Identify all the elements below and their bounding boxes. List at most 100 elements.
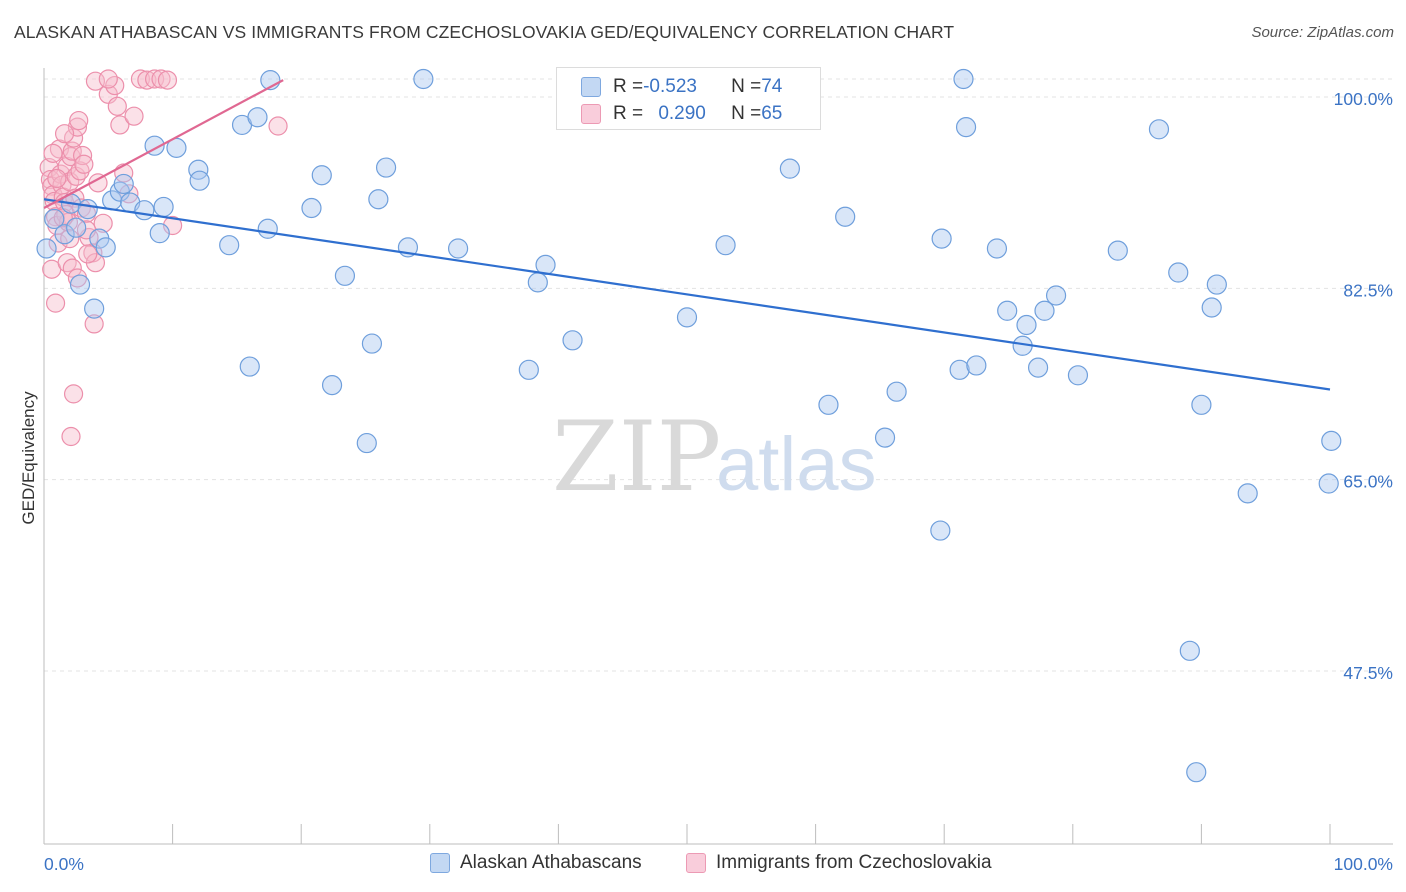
data-point-pink xyxy=(57,253,77,273)
data-point-blue xyxy=(955,117,977,138)
data-point-blue xyxy=(835,206,856,227)
data-point-blue xyxy=(874,427,896,448)
data-point-blue xyxy=(77,199,98,220)
data-point-blue xyxy=(886,381,907,402)
data-point-blue xyxy=(1168,262,1189,283)
data-point-pink xyxy=(54,124,75,144)
data-point-blue xyxy=(986,238,1008,259)
source-label: Source: ZipAtlas.com xyxy=(1251,24,1394,41)
data-point-blue xyxy=(54,224,75,245)
data-point-blue xyxy=(321,375,343,396)
data-point-blue xyxy=(149,223,170,244)
data-point-blue xyxy=(949,359,970,380)
data-point-blue xyxy=(1045,285,1067,306)
data-point-blue xyxy=(1186,762,1207,783)
data-point-blue xyxy=(134,200,155,221)
data-point-blue xyxy=(997,300,1018,321)
chart-title: ALASKAN ATHABASCAN VS IMMIGRANTS FROM CZ… xyxy=(14,22,955,42)
data-point-blue xyxy=(1206,274,1227,295)
data-point-blue xyxy=(334,265,356,286)
data-point-blue xyxy=(36,238,57,259)
data-point-blue xyxy=(953,68,974,90)
data-point-blue xyxy=(1067,365,1089,386)
data-point-pink xyxy=(63,384,84,404)
data-point-blue xyxy=(368,189,389,210)
data-point-blue xyxy=(966,355,987,376)
correlation-legend: R = -0.523 N = 74 R = 0.290 N = 65 xyxy=(556,67,821,130)
data-point-blue xyxy=(188,159,209,180)
data-point-blue xyxy=(1148,119,1170,140)
legend-label-blue: Alaskan Athabascans xyxy=(460,852,642,873)
data-point-blue xyxy=(715,235,736,256)
data-point-blue xyxy=(1179,640,1200,661)
corr-row-pink: R = 0.290 N = 65 xyxy=(581,101,782,127)
data-point-blue xyxy=(44,208,65,230)
data-point-blue xyxy=(413,68,434,90)
data-point-blue xyxy=(247,107,268,128)
series-pink-points xyxy=(39,69,288,447)
corr-row-blue: R = -0.523 N = 74 xyxy=(581,74,782,100)
data-point-pink xyxy=(268,116,288,136)
trend-line-pink xyxy=(43,79,284,209)
series-blue-points xyxy=(36,68,1342,783)
y-tick-label: 82.5% xyxy=(1343,280,1393,300)
data-point-blue xyxy=(1321,430,1342,451)
data-point-pink xyxy=(63,128,84,148)
data-point-pink xyxy=(137,70,157,90)
y-tick-label: 47.5% xyxy=(1343,663,1393,683)
data-point-blue xyxy=(219,235,240,256)
legend-item-pink[interactable]: Immigrants from Czechoslovakia xyxy=(686,852,992,874)
data-point-blue xyxy=(1191,394,1212,415)
data-point-pink xyxy=(61,426,81,447)
data-point-pink xyxy=(40,169,61,190)
data-point-blue xyxy=(1034,300,1055,321)
data-point-blue xyxy=(1107,240,1128,261)
data-point-blue xyxy=(1016,314,1037,336)
legend-swatch-blue xyxy=(430,853,450,873)
data-point-pink xyxy=(45,293,66,313)
data-point-pink xyxy=(130,69,151,89)
data-point-blue xyxy=(311,165,332,186)
watermark-zip: ZIP xyxy=(552,401,721,513)
data-point-pink xyxy=(78,244,98,264)
y-axis-label: GED/Equivalency xyxy=(19,391,38,525)
data-point-pink xyxy=(124,106,144,126)
data-point-pink xyxy=(110,115,130,135)
data-point-blue xyxy=(518,359,539,380)
data-point-blue xyxy=(562,330,583,351)
y-tick-label: 65.0% xyxy=(1343,472,1393,492)
r-value-blue: -0.523 xyxy=(643,76,697,97)
data-point-blue xyxy=(69,274,91,295)
x-tick-label-max: 100.0% xyxy=(1334,854,1393,874)
corr-swatch-blue xyxy=(581,77,601,97)
data-point-blue xyxy=(356,432,377,454)
data-point-blue xyxy=(527,272,548,293)
n-value-pink: 65 xyxy=(761,103,783,124)
data-point-pink xyxy=(84,314,104,334)
data-point-pink xyxy=(43,143,63,163)
data-point-blue xyxy=(361,333,383,354)
data-point-blue xyxy=(818,394,839,415)
data-point-blue xyxy=(676,307,698,328)
trend-lines xyxy=(43,79,1331,391)
data-point-blue xyxy=(66,217,87,238)
data-point-blue xyxy=(189,170,210,191)
data-point-pink xyxy=(69,110,89,131)
data-point-pink xyxy=(157,70,178,90)
data-point-blue xyxy=(239,356,260,377)
watermark-atlas: atlas xyxy=(716,422,877,507)
legend-item-blue[interactable]: Alaskan Athabascans xyxy=(430,852,642,874)
data-point-blue xyxy=(375,157,397,178)
n-value-blue: 74 xyxy=(761,76,783,97)
data-point-blue xyxy=(779,158,800,179)
data-point-blue xyxy=(113,173,134,195)
n-label: N = xyxy=(731,76,762,97)
legend-swatch-pink xyxy=(686,853,706,873)
data-point-blue xyxy=(84,298,105,319)
data-point-pink xyxy=(47,168,67,189)
n-label: N = xyxy=(731,103,762,124)
r-label: R = xyxy=(613,103,644,124)
tick-labels: 100.0% 82.5% 65.0% 47.5% 0.0% 100.0% xyxy=(44,89,1393,874)
data-point-pink xyxy=(98,69,118,89)
